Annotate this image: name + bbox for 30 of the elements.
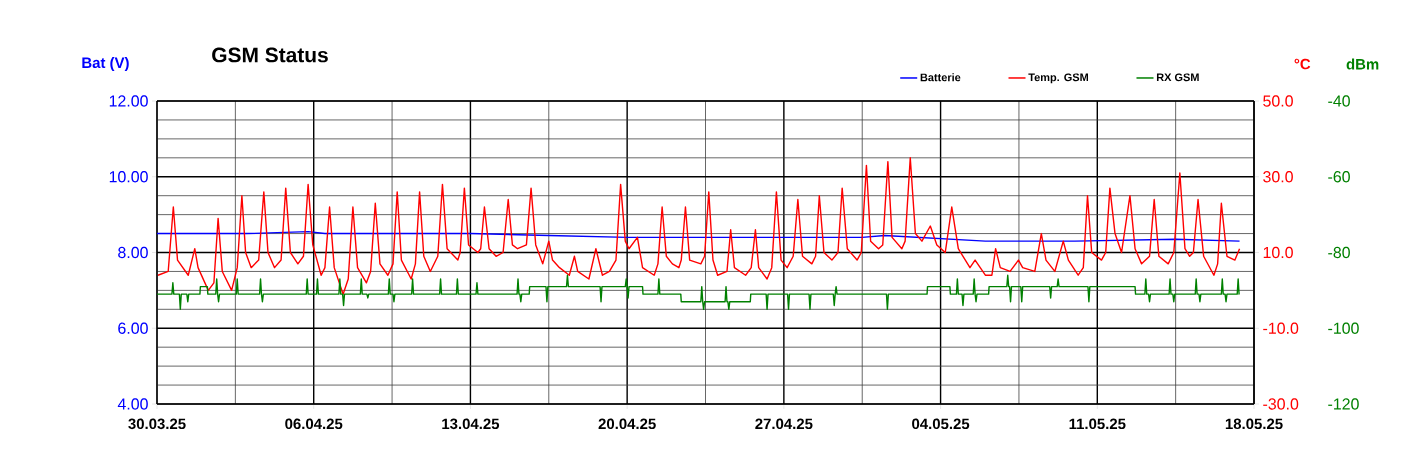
y-tick-label: 10.00 [109, 171, 148, 183]
y-tick-label: 6.00 [118, 322, 148, 334]
y2-tick-label: -10.0 [1263, 322, 1299, 334]
x-tick-label: 11.05.25 [1069, 418, 1126, 430]
y-tick-label: 8.00 [118, 246, 148, 259]
x-tick-label: 20.04.25 [598, 418, 656, 430]
y-tick-label: 12.00 [109, 95, 148, 107]
x-tick-label: 27.04.25 [755, 418, 813, 430]
y2-tick-label: -30.0 [1263, 398, 1299, 410]
y-axis-title: Bat (V) [82, 57, 129, 71]
chart-title: GSM Status [212, 47, 328, 63]
y3-tick-label: -60 [1328, 171, 1350, 183]
y2-tick-label: 30.0 [1263, 171, 1293, 183]
y3-tick-label: -100 [1328, 322, 1359, 334]
legend-label: Temp. GSM [1028, 73, 1088, 84]
x-tick-label: 13.04.25 [442, 418, 500, 430]
legend-label: RX GSM [1156, 73, 1199, 82]
x-tick-label: 30.03.25 [128, 418, 186, 430]
legend-label: Batterie [920, 73, 961, 82]
x-tick-label: 18.05.25 [1225, 418, 1283, 430]
y-tick-label: 4.00 [117, 398, 148, 410]
y3-tick-label: -120 [1328, 398, 1359, 410]
y2-tick-label: 50.0 [1263, 95, 1293, 107]
y2-axis-title: °C [1294, 58, 1311, 70]
y3-tick-label: -40 [1328, 95, 1350, 107]
x-tick-label: 04.05.25 [912, 418, 970, 430]
y3-axis-title: dBm [1346, 58, 1379, 70]
y2-tick-label: 10.0 [1263, 246, 1293, 259]
y3-tick-label: -80 [1328, 246, 1350, 259]
x-tick-label: 06.04.25 [285, 418, 343, 430]
